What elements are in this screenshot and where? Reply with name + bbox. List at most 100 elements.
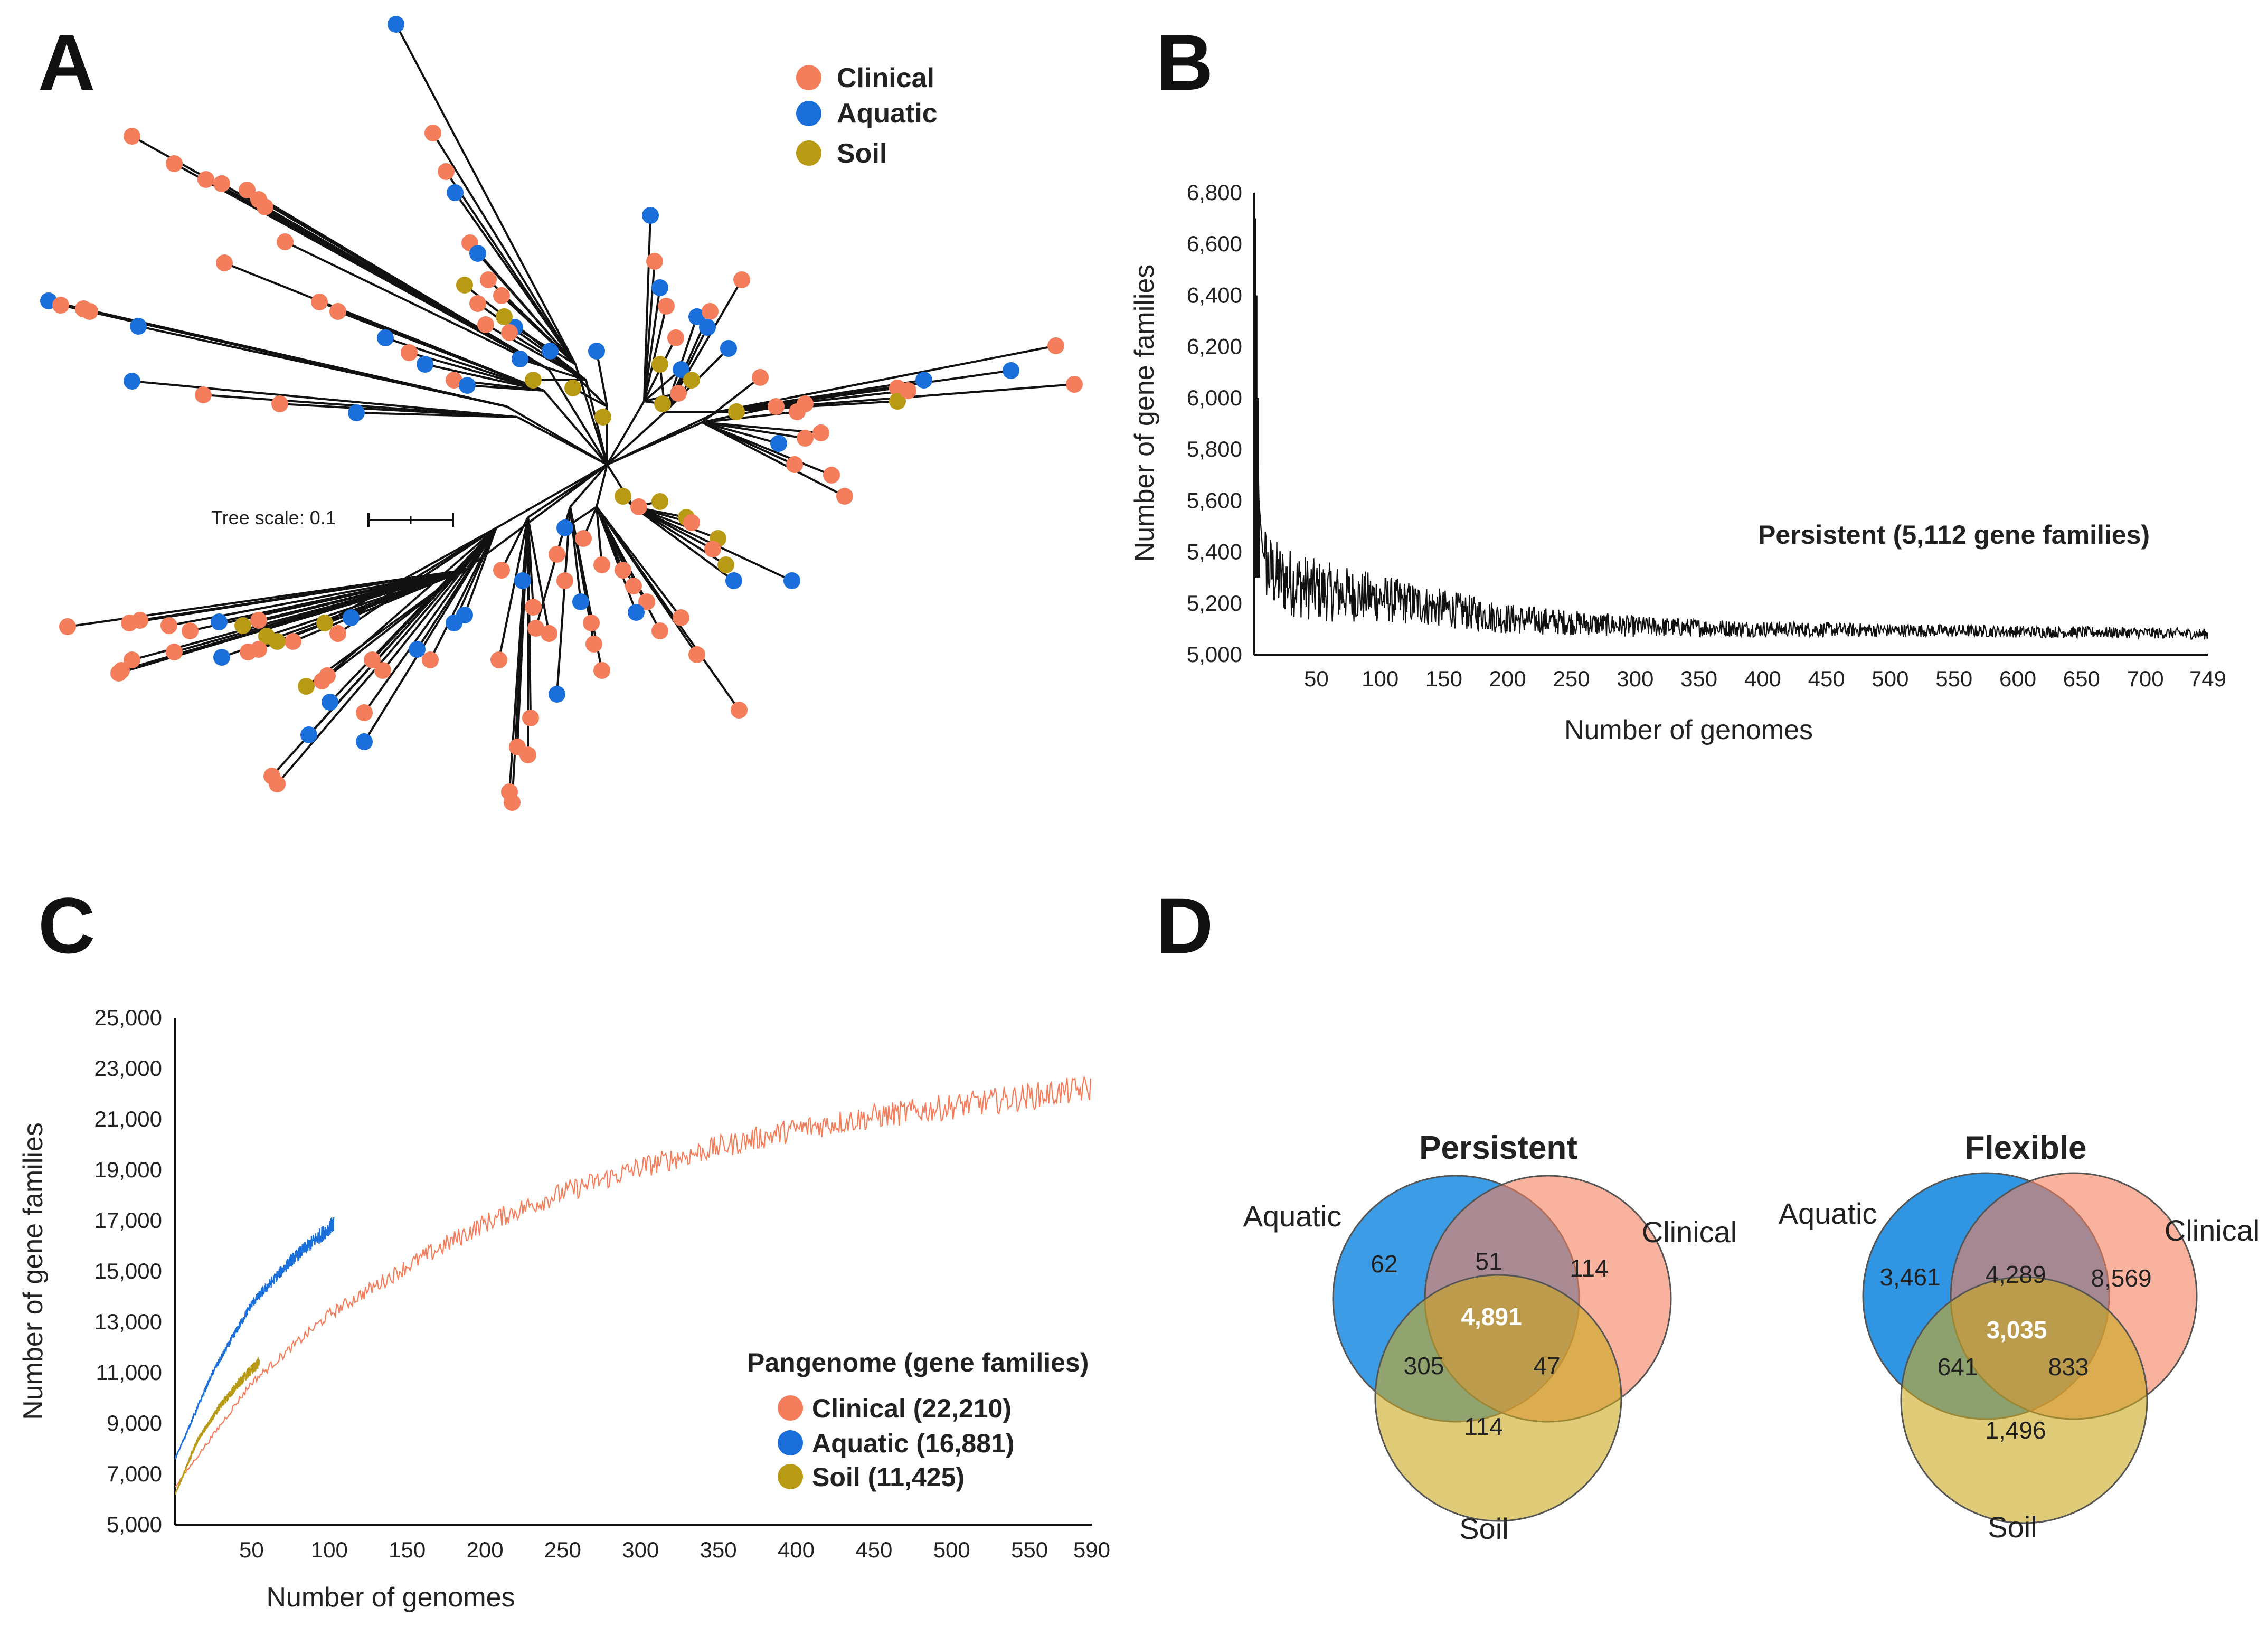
tree-tip-7-0 [642, 207, 659, 224]
venn-flexible-title: Flexible [1965, 1130, 2087, 1166]
tree-tip-11-1 [630, 498, 647, 515]
b-x-tick-label-12: 650 [2063, 666, 2100, 691]
pangenome-legend-marker-clinical [778, 1395, 803, 1421]
b-y-tick-label-1: 5,200 [1187, 591, 1242, 616]
venn-flexible-label-clinical: Clinical [2165, 1214, 2260, 1247]
tree-tip-0-4 [130, 318, 147, 335]
tree-branch-1-0 [131, 380, 518, 418]
tree-tip-4-2 [438, 163, 455, 180]
tree-branch-15-15 [363, 527, 497, 743]
panel-letter-a: A [38, 18, 95, 107]
tree-branch-7-0 [643, 215, 651, 402]
tree-tip-8-7 [683, 372, 700, 389]
tree-tip-6-3 [594, 409, 611, 426]
tree-tip-2-2 [197, 171, 214, 188]
c-y-axis-title: Number of gene families [18, 1122, 49, 1420]
b-x-tick-label-11: 600 [1999, 666, 2036, 691]
tree-tip-15-4 [374, 662, 391, 679]
b-x-tick-label-6: 350 [1680, 666, 1717, 691]
tree-tip-15-2 [343, 609, 360, 626]
tree-tip-16-12 [166, 644, 183, 660]
pangenome-legend-marker-aquatic [778, 1430, 803, 1455]
tree-tip-8-0 [688, 308, 705, 325]
c-x-tick-label-7: 400 [778, 1537, 815, 1562]
tree-tip-15-6 [422, 651, 439, 668]
tree-branch-16-2 [139, 569, 465, 621]
b-x-tick-label-7: 400 [1744, 666, 1781, 691]
tree-branch-14-9 [498, 517, 529, 660]
tree-tip-13-6 [549, 686, 565, 703]
tree-tip-10-4 [1003, 362, 1019, 379]
tree-tip-5-4 [501, 324, 518, 341]
tree-tip-4-6 [480, 271, 497, 288]
tree-tip-9-0 [752, 369, 769, 386]
panel-letter-c: C [38, 881, 95, 970]
b-y-axis-title: Number of gene families [1129, 264, 1160, 562]
tree-tip-5-5 [512, 351, 528, 367]
tree-branch-1-2 [279, 403, 518, 418]
tree-tip-16-9 [285, 633, 301, 650]
pangenome-legend-label-clinical: Clinical (22,210) [812, 1394, 1012, 1423]
pangenome-legend-marker-soil [778, 1464, 803, 1489]
tree-tip-3-0 [216, 254, 233, 271]
tree-tip-9-7 [770, 435, 787, 452]
tree-tip-16-15 [250, 641, 267, 658]
c-x-tick-label-11: 590 [1073, 1537, 1110, 1562]
c-y-tick-label-4: 13,000 [94, 1309, 162, 1334]
tree-tip-9-6 [836, 488, 853, 505]
tree-tip-10-2 [889, 393, 906, 410]
tree-tip-15-14 [322, 694, 338, 711]
panel-d: D Persistent Aquatic Clinical Soil 62 51… [1156, 881, 2260, 1545]
venn-persistent-clinical-only: 114 [1570, 1254, 1608, 1282]
c-x-tick-label-6: 350 [700, 1537, 737, 1562]
tree-tip-10-6 [1066, 376, 1083, 393]
tree-tip-5-6 [525, 372, 542, 389]
tree-tip-16-0 [59, 618, 76, 635]
tree-tip-16-17 [298, 678, 315, 695]
venn-persistent-title: Persistent [1419, 1130, 1577, 1166]
tree-tip-11-6 [704, 541, 721, 557]
tree-tip-7-6 [654, 395, 671, 412]
tree-branch-15-7 [453, 527, 497, 623]
c-x-tick-label-9: 500 [933, 1537, 970, 1562]
tree-tip-11-2 [651, 493, 668, 510]
b-x-tick-label-1: 100 [1362, 666, 1398, 691]
tree-tip-14-9 [490, 651, 507, 668]
b-x-tick-label-2: 150 [1425, 666, 1462, 691]
c-y-tick-label-10: 25,000 [94, 1005, 162, 1030]
tree-branch-6-2 [596, 351, 608, 407]
tree-tip-1-2 [271, 395, 288, 412]
b-x-tick-label-5: 300 [1617, 666, 1653, 691]
tree-tip-6-0 [542, 343, 559, 360]
tree-branch-trunk-1 [517, 416, 608, 466]
tree-branch-9-7 [702, 421, 779, 445]
c-y-tick-label-8: 21,000 [94, 1107, 162, 1131]
pangenome-legend: Pangenome (gene families) Clinical (22,2… [747, 1348, 1089, 1492]
tree-tip-2-0 [124, 128, 140, 145]
tree-tip-3-7 [459, 377, 476, 394]
tree-branch-trunk-3 [543, 390, 608, 466]
tree-tip-13-2 [572, 593, 589, 610]
venn-persistent-aquatic-only: 62 [1371, 1250, 1397, 1278]
panel-c: C 5,000 7,000 9,000 11,000 13,000 15,000 17,00… [18, 881, 1110, 1613]
tree-tip-10-0 [797, 395, 814, 412]
tree-tip-7-1 [646, 253, 663, 270]
tree-tip-0-3 [81, 303, 98, 320]
tree-branch-4-1 [432, 132, 577, 365]
tree-tip-9-1 [768, 398, 785, 415]
legend-label-clinical: Clinical [837, 63, 934, 93]
tree-branch-15-10 [363, 527, 497, 714]
tree-branch-4-0 [395, 24, 577, 365]
c-y-tick-label-9: 23,000 [94, 1056, 162, 1081]
tree-tip-12-10 [628, 604, 645, 621]
panel-a: A Clinical Aquatic Soil Tree scale: 0.1 [38, 16, 1083, 811]
tree-tip-8-1 [702, 303, 719, 320]
tree-tip-15-12 [269, 776, 286, 792]
tree-branch-16-18 [321, 569, 466, 682]
c-series-clinical [175, 1075, 1092, 1488]
tree-tip-15-10 [356, 704, 373, 721]
tree-branch-4-3 [454, 192, 577, 365]
b-series-persistent [1253, 218, 2209, 640]
tree-tip-3-5 [417, 356, 433, 373]
venn-persistent-aquatic-soil: 305 [1404, 1352, 1444, 1379]
